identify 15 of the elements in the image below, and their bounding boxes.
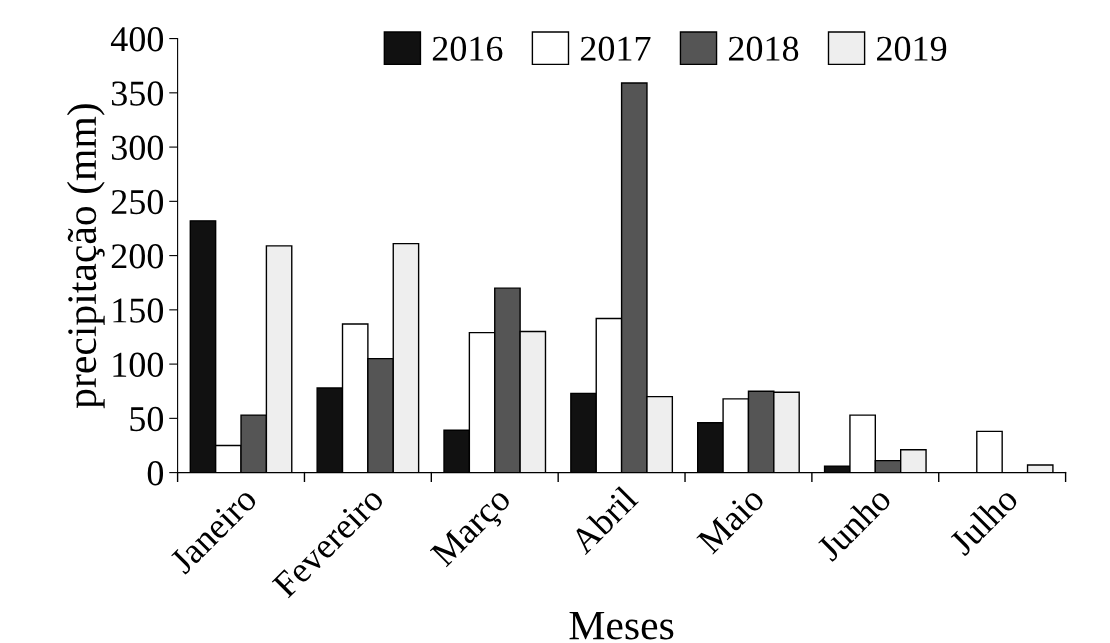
legend-label: 2018 xyxy=(728,36,799,61)
x-axis-title: Meses xyxy=(569,611,674,640)
y-tick-label: 150 xyxy=(113,298,164,323)
legend-label: 2017 xyxy=(580,36,651,61)
legend-label: 2019 xyxy=(877,36,947,61)
y-tick-label: 50 xyxy=(130,406,164,432)
y-tick-label: 100 xyxy=(113,352,164,377)
y-tick-label: 300 xyxy=(111,135,164,160)
y-tick-label: 350 xyxy=(111,81,164,106)
y-tick-label: 250 xyxy=(111,189,164,215)
y-tick-label: 200 xyxy=(111,244,164,269)
y-axis-title: precipitação (mm) xyxy=(66,104,105,409)
legend-label: 2016 xyxy=(432,36,503,61)
y-tick-label: 400 xyxy=(110,27,164,52)
y-tick-label: 0 xyxy=(147,461,164,486)
